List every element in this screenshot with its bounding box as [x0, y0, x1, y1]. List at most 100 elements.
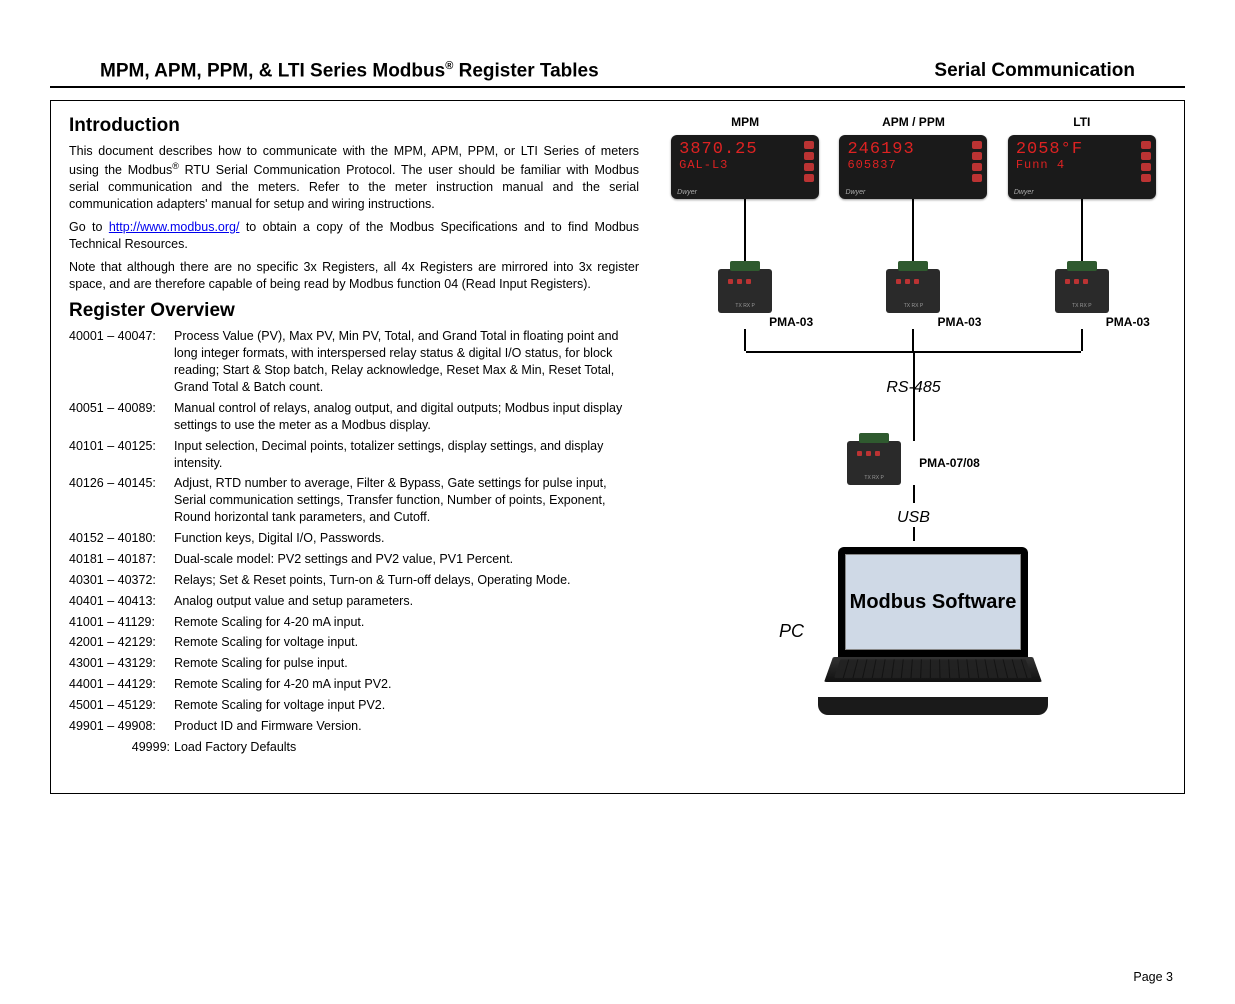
register-item: 41001 – 41129:Remote Scaling for 4-20 mA…: [69, 614, 639, 631]
intro-p2: Go to http://www.modbus.org/ to obtain a…: [69, 219, 639, 253]
meter-label: MPM: [731, 115, 759, 129]
register-range: 42001 – 42129:: [69, 634, 174, 651]
meter-line2: GAL-L3: [679, 159, 811, 172]
register-item: 40301 – 40372:Relays; Set & Reset points…: [69, 572, 639, 589]
wire: [1081, 199, 1083, 269]
adapter-column: TX RX P PMA-03: [833, 269, 993, 329]
register-item: 49999:Load Factory Defaults: [69, 739, 639, 756]
register-desc: Manual control of relays, analog output,…: [174, 400, 639, 434]
rs485-bus: RS-485: [661, 351, 1166, 441]
register-desc: Product ID and Firmware Version.: [174, 718, 639, 735]
register-item: 40001 – 40047:Process Value (PV), Max PV…: [69, 328, 639, 396]
page-header: MPM, APM, PPM, & LTI Series Modbus® Regi…: [50, 50, 1185, 88]
register-range: 40126 – 40145:: [69, 475, 174, 526]
register-item: 40051 – 40089:Manual control of relays, …: [69, 400, 639, 434]
pc-label: PC: [779, 621, 804, 642]
page-number: Page 3: [1133, 970, 1173, 984]
hub-adapter: TX RX P: [847, 441, 901, 485]
reg-mark-2: ®: [172, 161, 179, 171]
register-item: 44001 – 44129:Remote Scaling for 4-20 mA…: [69, 676, 639, 693]
meter-device: 246193605837Dwyer: [839, 135, 987, 199]
register-desc: Remote Scaling for pulse input.: [174, 655, 639, 672]
intro-heading: Introduction: [69, 115, 639, 137]
hub-adapter-label: PMA-07/08: [919, 456, 980, 470]
intro-p1: This document describes how to communica…: [69, 143, 639, 213]
register-desc: Function keys, Digital I/O, Passwords.: [174, 530, 639, 547]
register-item: 40401 – 40413:Analog output value and se…: [69, 593, 639, 610]
meter-column: APM / PPM 246193605837Dwyer: [833, 115, 993, 199]
register-range: 40181 – 40187:: [69, 551, 174, 568]
pma-label: PMA-03: [833, 315, 993, 329]
adapter-port: [859, 433, 889, 443]
meter-line2: 605837: [847, 159, 979, 172]
laptop-base: [818, 697, 1048, 715]
register-range: 43001 – 43129:: [69, 655, 174, 672]
register-item: 42001 – 42129:Remote Scaling for voltage…: [69, 634, 639, 651]
screen-text: Modbus Software: [845, 554, 1021, 650]
system-diagram: MPM 3870.25GAL-L3Dwyer APM / PPM 2461936058…: [661, 115, 1166, 775]
rs485-label: RS-485: [661, 379, 1166, 397]
register-desc: Analog output value and setup parameters…: [174, 593, 639, 610]
intro-p2a: Go to: [69, 220, 109, 234]
title-right: Serial Communication: [934, 60, 1135, 82]
laptop-screen: Modbus Software: [838, 547, 1028, 657]
register-item: 49901 – 49908:Product ID and Firmware Ve…: [69, 718, 639, 735]
meter-line1: 2058°F: [1016, 141, 1148, 159]
left-column: Introduction This document describes how…: [69, 115, 639, 775]
wire: [912, 329, 914, 351]
laptop-keyboard: [824, 657, 1042, 682]
wire: [744, 199, 746, 269]
meter-device: 2058°FFunn 4Dwyer: [1008, 135, 1156, 199]
register-range: 40101 – 40125:: [69, 438, 174, 472]
usb-label: USB: [661, 509, 1166, 527]
meter-line2: Funn 4: [1016, 159, 1148, 172]
register-list: 40001 – 40047:Process Value (PV), Max PV…: [69, 328, 639, 755]
modbus-link[interactable]: http://www.modbus.org/: [109, 220, 240, 234]
register-range: 40401 – 40413:: [69, 593, 174, 610]
register-item: 45001 – 45129:Remote Scaling for voltage…: [69, 697, 639, 714]
register-desc: Dual-scale model: PV2 settings and PV2 v…: [174, 551, 639, 568]
meter-label: APM / PPM: [882, 115, 945, 129]
content-frame: Introduction This document describes how…: [50, 100, 1185, 794]
register-range: 40152 – 40180:: [69, 530, 174, 547]
register-desc: Remote Scaling for 4-20 mA input PV2.: [174, 676, 639, 693]
register-range: 40301 – 40372:: [69, 572, 174, 589]
register-range: 49999:: [69, 739, 174, 756]
hub-adapter-row: TX RX P PMA-07/08: [661, 441, 1166, 485]
intro-p3: Note that although there are no specific…: [69, 259, 639, 293]
register-desc: Input selection, Decimal points, totaliz…: [174, 438, 639, 472]
register-desc: Remote Scaling for 4-20 mA input.: [174, 614, 639, 631]
wire: [913, 527, 915, 541]
register-item: 40181 – 40187:Dual-scale model: PV2 sett…: [69, 551, 639, 568]
meter-device: 3870.25GAL-L3Dwyer: [671, 135, 819, 199]
meter-column: MPM 3870.25GAL-L3Dwyer: [665, 115, 825, 199]
wire: [912, 199, 914, 269]
meter-line1: 246193: [847, 141, 979, 159]
register-item: 40152 – 40180:Function keys, Digital I/O…: [69, 530, 639, 547]
pma-label: PMA-03: [1002, 315, 1162, 329]
adapter-column: TX RX P PMA-03: [1002, 269, 1162, 329]
register-range: 49901 – 49908:: [69, 718, 174, 735]
register-item: 40126 – 40145:Adjust, RTD number to aver…: [69, 475, 639, 526]
register-desc: Remote Scaling for voltage input PV2.: [174, 697, 639, 714]
wire: [913, 485, 915, 503]
overview-heading: Register Overview: [69, 300, 639, 322]
register-range: 40051 – 40089:: [69, 400, 174, 434]
adapter-row: TX RX P PMA-03 TX RX P PMA-03 TX RX P PMA-03: [661, 269, 1166, 329]
pma-label: PMA-03: [665, 315, 825, 329]
pma-adapter: TX RX P: [1055, 269, 1109, 313]
laptop: Modbus Software: [818, 547, 1048, 715]
meter-line1: 3870.25: [679, 141, 811, 159]
register-range: 45001 – 45129:: [69, 697, 174, 714]
meter-column: LTI2058°FFunn 4Dwyer: [1002, 115, 1162, 199]
title-left-suffix: Register Tables: [453, 60, 598, 81]
register-desc: Remote Scaling for voltage input.: [174, 634, 639, 651]
wire: [1081, 329, 1083, 351]
wire: [744, 329, 746, 351]
register-range: 44001 – 44129:: [69, 676, 174, 693]
title-left-text: MPM, APM, PPM, & LTI Series Modbus: [100, 60, 445, 81]
register-item: 43001 – 43129:Remote Scaling for pulse i…: [69, 655, 639, 672]
meter-row: MPM 3870.25GAL-L3Dwyer APM / PPM 2461936058…: [661, 115, 1166, 199]
pma-adapter: TX RX P: [718, 269, 772, 313]
pma-adapter: TX RX P: [886, 269, 940, 313]
